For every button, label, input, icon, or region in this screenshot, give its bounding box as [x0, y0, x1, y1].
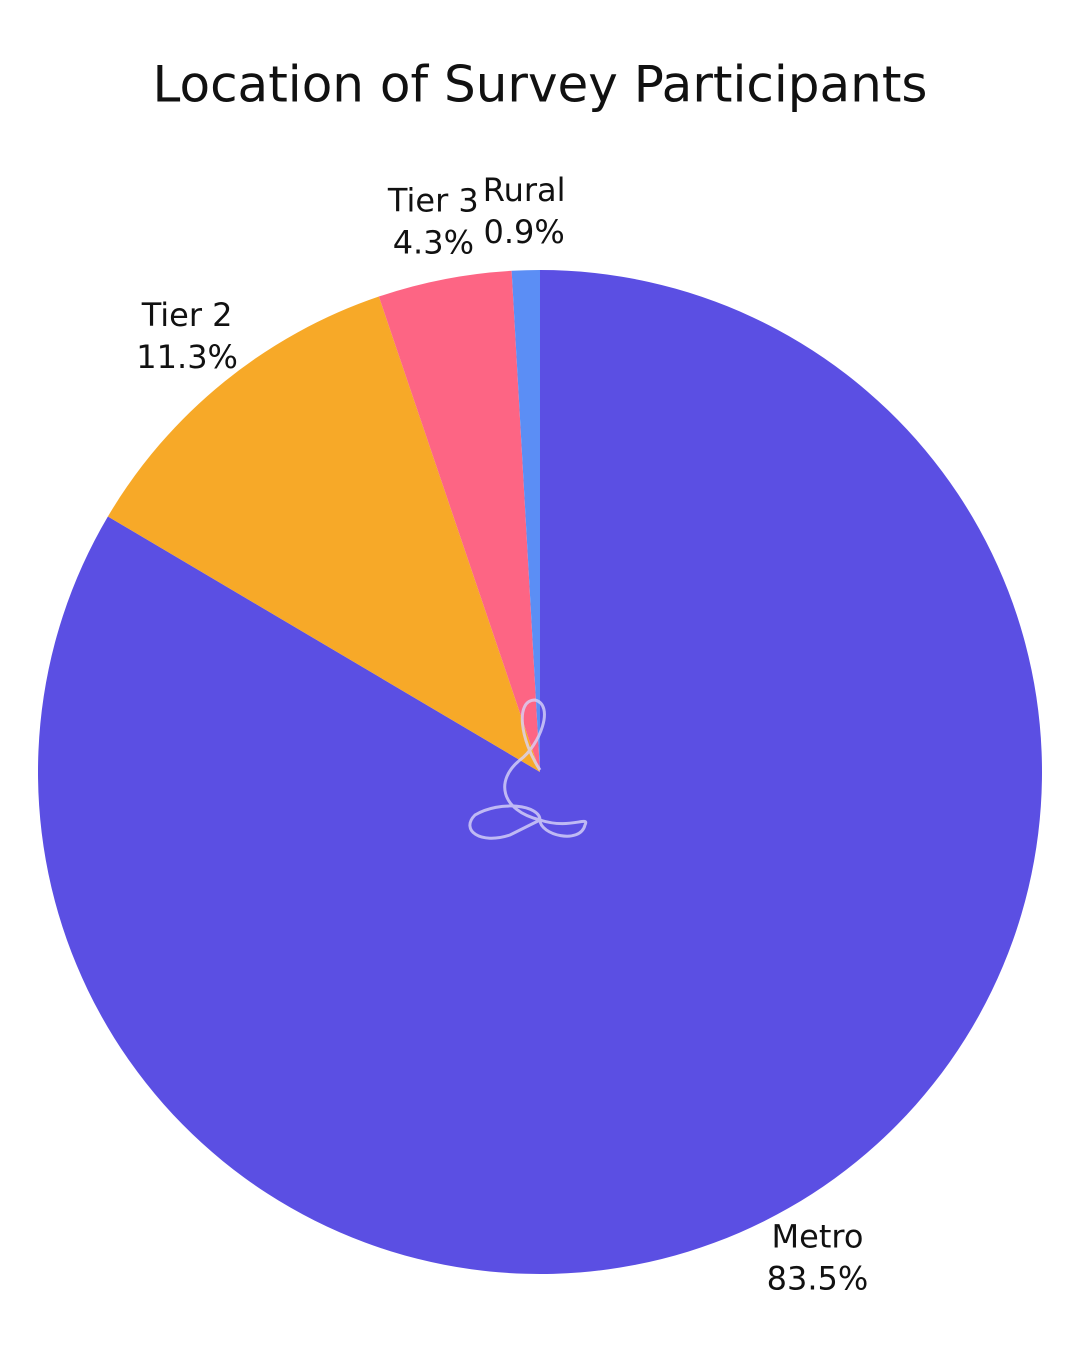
slice-value-label: 0.9%	[484, 213, 565, 251]
pie-slice	[511, 270, 540, 772]
slice-label: Metro	[772, 1217, 864, 1255]
pie-slice	[378, 270, 540, 772]
watermark	[468, 698, 588, 840]
slice-label: Tier 3	[387, 181, 479, 219]
slice-label: Rural	[483, 171, 566, 209]
slice-value-label: 83.5%	[767, 1259, 869, 1297]
pie-slice	[107, 296, 540, 772]
slice-value-label: 11.3%	[136, 338, 238, 376]
slice-value-label: 4.3%	[393, 223, 474, 261]
pie	[38, 270, 1043, 1274]
slice-label: Tier 2	[141, 296, 233, 334]
chart-title: Location of Survey Participants	[153, 56, 928, 114]
